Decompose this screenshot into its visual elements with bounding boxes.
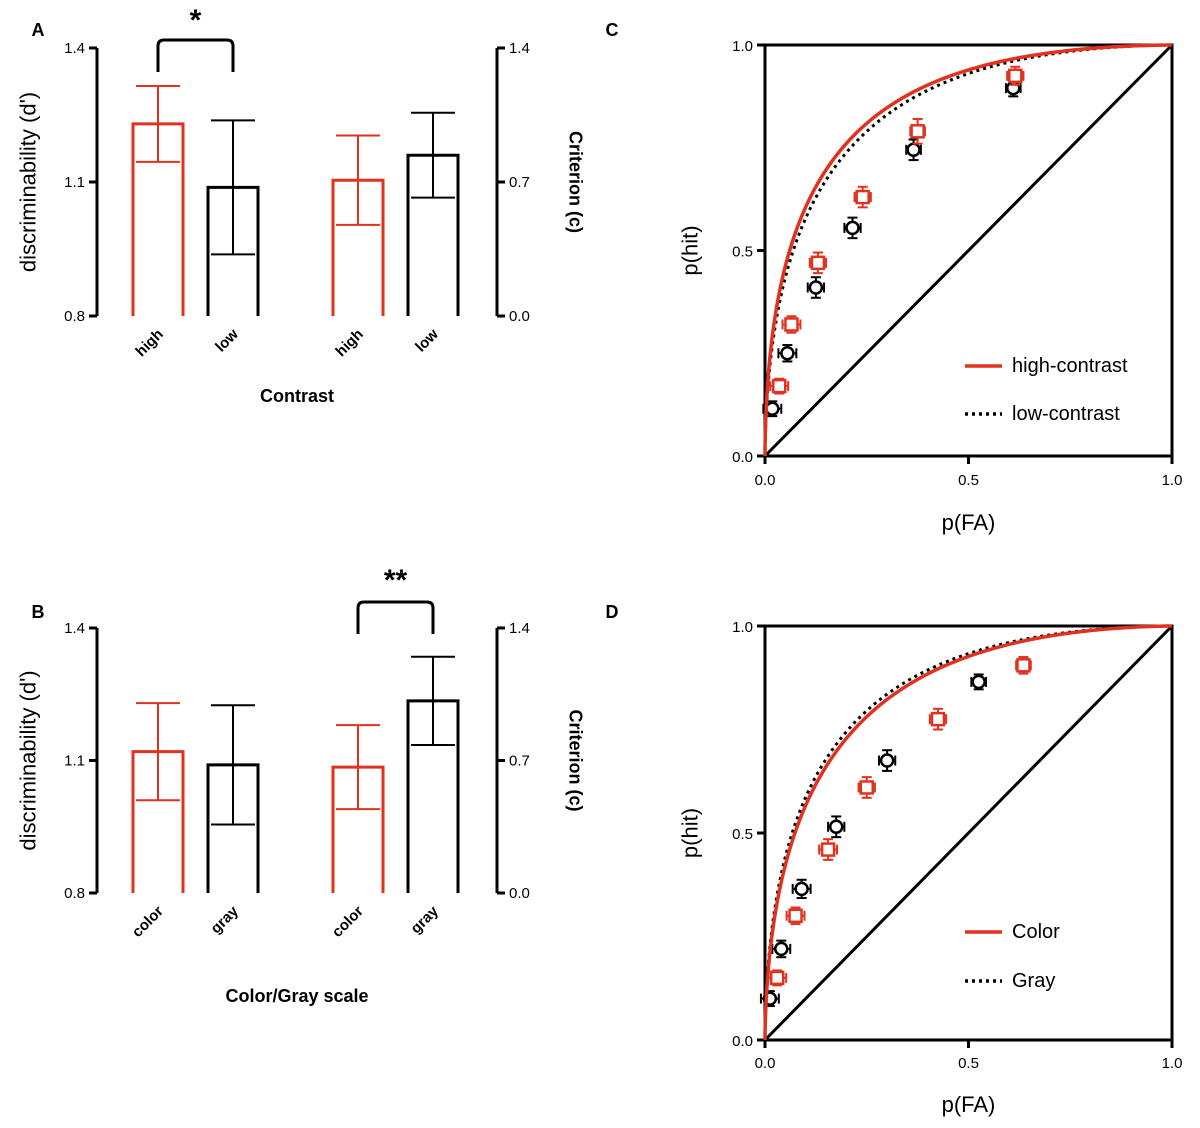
data-point [1008, 68, 1023, 84]
data-point [879, 753, 895, 768]
y-tick-label-right: 0.0 [509, 308, 530, 325]
y-axis-title-left: discriminability (d') [16, 670, 41, 850]
y-tick-label-right: 1.4 [509, 40, 530, 57]
y-axis-title-left: discriminability (d') [16, 92, 41, 272]
data-point [788, 908, 803, 924]
y-tick-label: 0.0 [732, 449, 753, 466]
legend-label: high-contrast [1012, 355, 1128, 377]
x-axis-title: Contrast [260, 386, 334, 406]
data-point [1016, 658, 1031, 673]
y-tick-label: 1.0 [732, 38, 753, 55]
x-tick-label: gray [407, 902, 442, 937]
y-axis-title: p(hit) [678, 808, 703, 858]
data-point [794, 881, 809, 897]
data-point [828, 819, 844, 835]
fit-curve [763, 43, 1173, 456]
x-tick-label: low [412, 326, 442, 356]
x-tick-label: color [129, 903, 167, 941]
data-point [771, 378, 787, 394]
legend-label: Gray [1012, 970, 1055, 992]
y-tick-label-left: 1.4 [64, 40, 85, 57]
y-tick-label-left: 0.8 [64, 308, 85, 325]
panel-label: B [32, 602, 45, 622]
y-tick-label-right: 0.7 [509, 753, 530, 770]
data-point [820, 842, 836, 857]
x-tick-label: 0.5 [958, 472, 979, 489]
data-point [859, 780, 874, 795]
x-tick-label: 0.0 [755, 472, 776, 489]
data-point [910, 124, 925, 139]
data-point [769, 970, 785, 986]
x-tick-label: high [132, 326, 166, 360]
x-axis-title: p(FA) [942, 510, 996, 535]
y-tick-label-left: 1.1 [64, 174, 85, 191]
x-tick-label: 0.0 [755, 1055, 776, 1072]
chance-diagonal [763, 43, 1174, 458]
y-tick-label: 1.0 [732, 619, 753, 636]
data-point [971, 674, 986, 690]
y-tick-label: 0.5 [732, 244, 753, 261]
data-point [780, 346, 795, 361]
significance-label: * [190, 4, 202, 37]
x-tick-label: gray [207, 902, 242, 937]
significance-bracket [356, 600, 435, 634]
significance-bracket [156, 38, 235, 72]
y-tick-label-left: 1.4 [64, 620, 85, 637]
data-point [930, 711, 946, 727]
x-axis-title: Color/Gray scale [225, 986, 368, 1006]
y-tick-label: 0.0 [732, 1033, 753, 1050]
fit-curve [763, 43, 1173, 456]
legend-label: Color [1012, 921, 1060, 943]
data-point [808, 280, 824, 295]
panel-label: D [606, 602, 619, 622]
data-point [774, 941, 789, 957]
y-tick-label-left: 1.1 [64, 753, 85, 770]
y-tick-label-right: 0.7 [509, 174, 530, 191]
y-axis-title-right: Criterion (c) [566, 709, 586, 811]
data-point [855, 189, 870, 205]
panel-a: A 0.8 1.1 1.4 0.0 0.7 1.4 discriminability (d')… [16, 4, 586, 406]
data-point [906, 142, 921, 158]
fit-curve [763, 624, 1173, 1040]
x-tick-label: color [329, 903, 367, 941]
chance-diagonal [763, 624, 1174, 1042]
panel-d: D 0.0 0.5 1.0 0.0 0.5 1.0 p(FA) p(hit) Color Gray [606, 602, 1183, 1117]
y-axis-title: p(hit) [678, 225, 703, 275]
data-point [845, 220, 860, 236]
panel-label: A [32, 20, 45, 40]
x-tick-label: 1.0 [1162, 1055, 1183, 1072]
y-tick-label: 0.5 [732, 826, 753, 843]
panel-label: C [606, 20, 619, 40]
data-point [810, 255, 826, 271]
x-tick-label: low [212, 326, 242, 356]
x-axis-title: p(FA) [942, 1092, 996, 1117]
y-tick-label-right: 1.4 [509, 620, 530, 637]
x-tick-label: 1.0 [1162, 472, 1183, 489]
y-tick-label-left: 0.8 [64, 885, 85, 902]
panel-c: C 0.0 0.5 1.0 0.0 0.5 1.0 p(FA) p(hit) high-contr… [606, 20, 1183, 535]
data-point [784, 317, 799, 332]
x-tick-label: 0.5 [958, 1055, 979, 1072]
y-axis-title-right: Criterion (c) [566, 131, 586, 233]
legend-label: low-contrast [1012, 403, 1120, 425]
y-tick-label-right: 0.0 [509, 885, 530, 902]
panel-b: B 0.8 1.1 1.4 0.0 0.7 1.4 discriminability (d')… [16, 564, 586, 1006]
x-tick-label: high [332, 326, 366, 360]
significance-label: ** [384, 564, 408, 597]
